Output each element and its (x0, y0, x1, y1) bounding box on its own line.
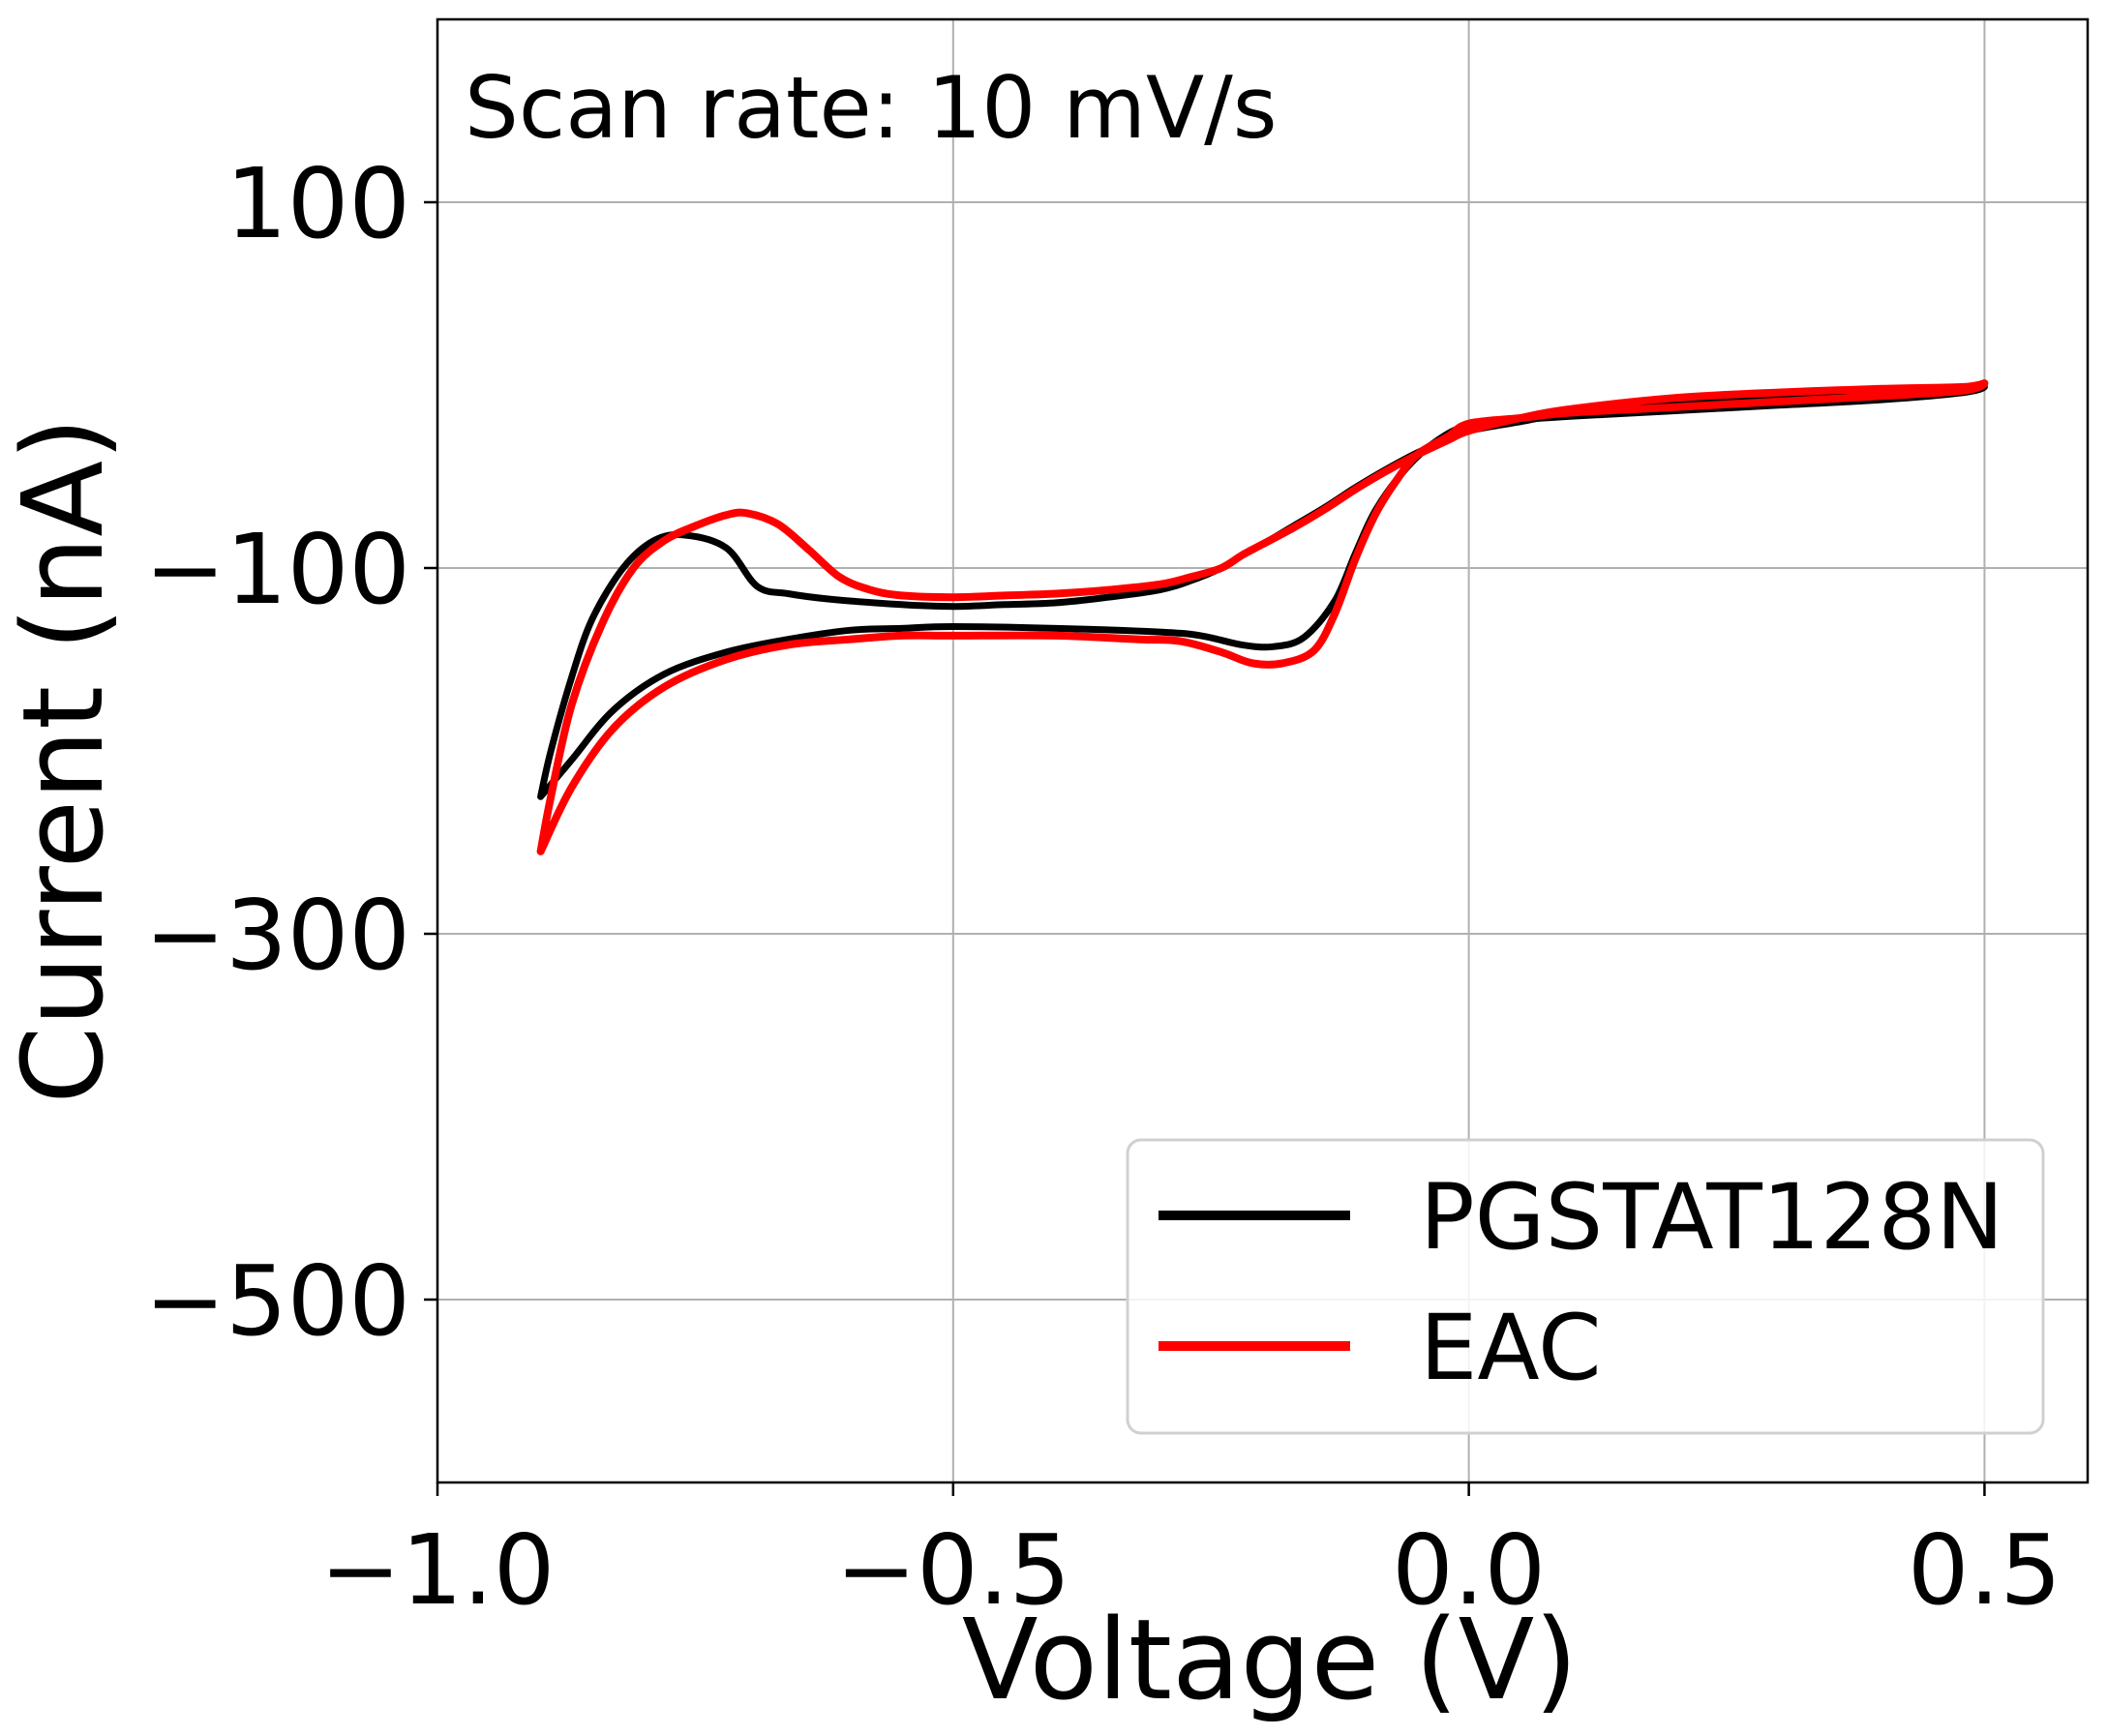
x-axis-label: Voltage (V) (962, 1596, 1578, 1725)
plot-area-frame (436, 17, 2090, 1484)
x-tick-label: −0.5 (835, 1513, 1070, 1627)
grid (436, 19, 2088, 1482)
y-axis-label: Current (nA) (0, 417, 129, 1104)
series-layer (536, 379, 1989, 855)
series-line-eac (536, 379, 1989, 855)
y-tick-label: −100 (144, 513, 410, 626)
y-tick-label: 100 (226, 147, 410, 260)
legend-box (1126, 1138, 2045, 1435)
x-tick-label: 0.0 (1392, 1513, 1546, 1627)
legend: PGSTAT128N EAC (1126, 1138, 2045, 1435)
axis-ticks: −1.0 −0.5 0.0 0.5 100 −100 −300 −500 (144, 147, 2062, 1627)
x-tick-label: −1.0 (320, 1513, 556, 1627)
x-tick-label: 0.5 (1908, 1513, 2062, 1627)
legend-label-eac: EAC (1420, 1296, 1602, 1401)
y-tick-label: −300 (144, 879, 410, 992)
y-tick-label: −500 (144, 1244, 410, 1358)
legend-label-pgstat128n: PGSTAT128N (1420, 1165, 2003, 1271)
scan-rate-annotation: Scan rate: 10 mV/s (465, 58, 1278, 158)
